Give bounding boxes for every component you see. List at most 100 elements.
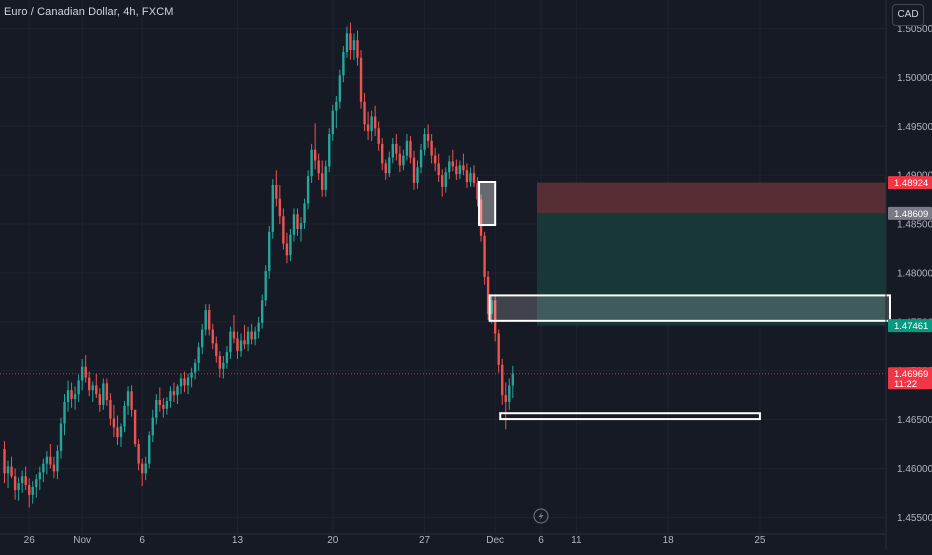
- candle-body: [144, 463, 147, 474]
- x-tick-label: Dec: [486, 535, 504, 546]
- candle-body: [373, 116, 377, 129]
- x-tick-label: 25: [754, 535, 766, 546]
- candle-body: [377, 128, 380, 144]
- candle-body: [472, 173, 476, 183]
- candle-body: [412, 157, 416, 183]
- candle-body: [260, 300, 264, 323]
- candle-body: [299, 223, 303, 229]
- candle-body: [239, 340, 243, 352]
- candle-body: [292, 214, 296, 235]
- grid-layer: [0, 0, 886, 534]
- y-tick-label: 1.48500: [897, 220, 932, 231]
- candle-body: [250, 331, 253, 340]
- candle-body: [98, 394, 102, 405]
- candle-body: [6, 466, 10, 474]
- candle-body: [268, 231, 271, 271]
- candle-body: [130, 391, 133, 410]
- candle-body: [501, 364, 504, 396]
- candle-body: [395, 143, 398, 154]
- candle-body: [384, 163, 387, 174]
- candle-body: [225, 352, 229, 363]
- symbol-title: Euro / Canadian Dollar, 4h, FXCM: [4, 6, 174, 18]
- candle-body: [317, 160, 320, 174]
- candle-body: [236, 338, 239, 352]
- candle-body: [162, 404, 165, 409]
- candle-body: [479, 199, 483, 236]
- candle-body: [112, 418, 116, 428]
- candle-body: [66, 390, 70, 402]
- candle-body: [190, 372, 193, 378]
- candle-body: [158, 400, 162, 405]
- candle-body: [455, 166, 458, 175]
- target-price-label-bg: [888, 319, 932, 333]
- candle-body: [116, 427, 119, 438]
- candle-body: [430, 140, 433, 156]
- candle-body: [35, 479, 38, 488]
- candle-body: [391, 143, 394, 158]
- candle-body: [49, 456, 52, 465]
- candle-body: [246, 331, 250, 345]
- candle-body: [119, 426, 123, 438]
- y-tick-label: 1.46000: [897, 464, 932, 475]
- candle-body: [285, 243, 289, 256]
- currency-button[interactable]: CAD: [892, 4, 924, 26]
- candle-body: [405, 140, 409, 156]
- drawn-boxes: [478, 181, 891, 421]
- candle-body: [257, 322, 260, 332]
- candle-body: [444, 172, 447, 187]
- mid-demand-box: [488, 294, 891, 322]
- candle-body: [70, 390, 73, 400]
- candle-body: [416, 167, 419, 183]
- candle-body: [363, 101, 366, 125]
- stop-price-label-bg: [888, 176, 932, 190]
- candles: [3, 22, 515, 508]
- candle-body: [493, 300, 497, 334]
- x-tick-label: 20: [327, 535, 339, 546]
- candle-body: [91, 385, 94, 391]
- candle-body: [310, 149, 313, 177]
- y-tick-label: 1.49500: [897, 122, 932, 133]
- candle-body: [204, 310, 207, 330]
- lightning-icon-circle: [533, 508, 549, 524]
- candle-body: [169, 391, 172, 401]
- candle-body: [38, 472, 41, 480]
- candle-body: [155, 400, 158, 418]
- current-price-label-bg: [888, 367, 932, 390]
- upper-supply-box: [478, 181, 497, 227]
- x-tick-label: 13: [232, 535, 244, 546]
- candle-body: [349, 33, 352, 51]
- candle-body: [275, 184, 278, 199]
- candle-body: [88, 377, 91, 391]
- candle-body: [222, 362, 225, 369]
- candle-body: [296, 214, 299, 229]
- candle-body: [193, 362, 197, 373]
- take-profit-zone: [537, 213, 886, 326]
- candle-body: [508, 385, 511, 402]
- candle-body: [504, 395, 507, 402]
- candle-body: [140, 463, 144, 474]
- candle-body: [388, 157, 391, 174]
- candle-body: [469, 173, 472, 182]
- candle-body: [17, 483, 20, 490]
- y-tick-label: 1.50000: [897, 73, 932, 84]
- candle-body: [352, 40, 356, 51]
- candle-body: [342, 51, 345, 76]
- x-tick-label: 11: [571, 535, 582, 546]
- candle-body: [42, 463, 45, 473]
- candle-body: [356, 40, 359, 58]
- candle-body: [197, 347, 200, 363]
- candle-body: [264, 270, 267, 301]
- candle-body: [13, 476, 17, 490]
- candle-body: [200, 329, 204, 348]
- candle-body: [24, 476, 27, 486]
- candle-body: [486, 276, 490, 314]
- candle-body: [324, 166, 327, 190]
- target-price-label: 1.47461: [894, 321, 928, 332]
- candle-body: [331, 110, 334, 135]
- candle-body: [95, 385, 98, 395]
- candle-body: [497, 333, 500, 365]
- candle-body: [448, 161, 451, 173]
